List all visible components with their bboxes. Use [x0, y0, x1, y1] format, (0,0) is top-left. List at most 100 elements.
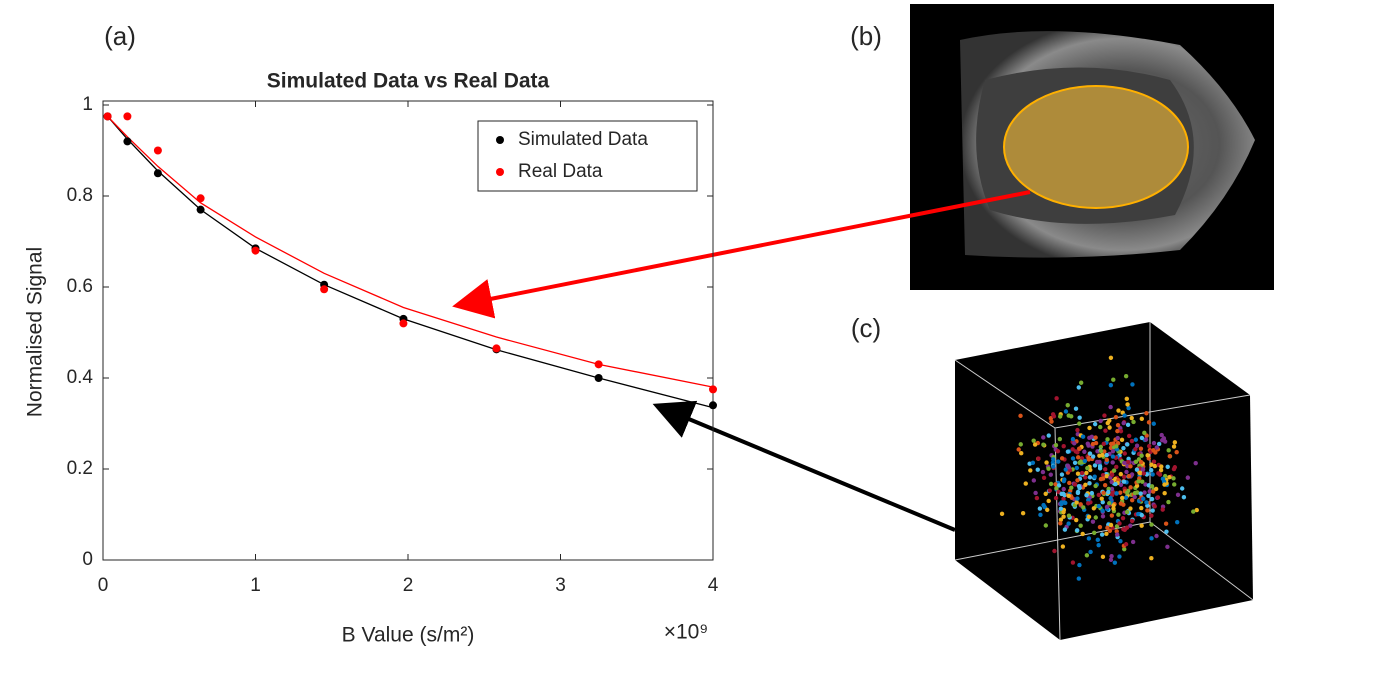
cube-dot [1100, 508, 1105, 513]
cube-dot [1140, 479, 1145, 484]
x-exponent-label: ×10⁹ [664, 621, 709, 644]
cube-dot [1133, 446, 1138, 452]
cube-dot [1100, 514, 1106, 519]
cube-dot [1125, 442, 1130, 447]
cube-dot [1075, 427, 1080, 433]
panel-label: (c) [851, 313, 881, 343]
cube-dot [1061, 486, 1066, 492]
cube-dot [1074, 517, 1079, 523]
cube-dot [1131, 419, 1136, 425]
cube-dot [1158, 468, 1164, 473]
cube-dot [1047, 488, 1052, 493]
cube-dot [1053, 482, 1058, 487]
cube-dot [1139, 435, 1145, 441]
cube-dot [1046, 498, 1051, 504]
cube-dot [1016, 447, 1021, 452]
cube-dot [1117, 554, 1122, 559]
cube-dot [1159, 464, 1164, 469]
cube-dot [1129, 415, 1134, 421]
cube-dot [1032, 442, 1038, 447]
cube-dot [1075, 471, 1081, 476]
cube-dot [1108, 522, 1114, 528]
cube-dot [1145, 453, 1150, 458]
cube-dot [1066, 465, 1072, 470]
cube-dot [1107, 528, 1113, 533]
cube-dot [1124, 509, 1130, 515]
cube-dot [1019, 451, 1024, 456]
cube-dot [1056, 459, 1061, 464]
cube-dot [1110, 454, 1116, 459]
x-tick-label: 0 [98, 575, 109, 596]
cube-dot [1088, 549, 1093, 555]
cube-dot [1093, 440, 1099, 446]
cube-dot [1151, 489, 1156, 494]
arrow [652, 400, 956, 532]
cube-dot [1090, 454, 1096, 459]
cube-dot [1167, 454, 1173, 459]
cube-dot [1124, 525, 1130, 530]
cube-dot [1040, 469, 1046, 475]
cube-dot [1083, 482, 1088, 488]
y-tick-label: 0 [82, 549, 93, 570]
cube-dot [1041, 435, 1046, 440]
y-tick-label: 0.2 [67, 458, 93, 479]
cube-dot [1118, 538, 1123, 544]
cube-dot [1100, 554, 1106, 560]
cube-dot [1110, 460, 1115, 465]
cube-dot [1087, 425, 1092, 431]
cube-dot [1123, 373, 1129, 379]
chart-title: Simulated Data vs Real Data [267, 70, 550, 93]
cube-dot [1018, 413, 1023, 419]
cube-dot [1108, 404, 1113, 410]
cube-dot [1100, 476, 1106, 481]
cube-dot [1150, 472, 1155, 477]
cube-dot [1070, 560, 1076, 565]
cube-dot [1055, 448, 1061, 454]
cube-dot [1096, 492, 1101, 498]
cube-dot [1110, 449, 1116, 454]
cube-dot [1087, 481, 1092, 486]
cube-dot [1077, 415, 1082, 420]
cube-dot [1128, 506, 1133, 511]
cube-dot [1107, 501, 1112, 506]
cube-dot [1111, 503, 1116, 508]
y-tick-label: 0.4 [67, 367, 94, 388]
cube-dot [1109, 513, 1115, 518]
cube-dot [1080, 531, 1085, 537]
cube-dot [1043, 491, 1048, 496]
cube-dot [1128, 485, 1133, 490]
cube-dot [1034, 495, 1040, 501]
cube-dot [1078, 380, 1084, 385]
cube-dot [1104, 531, 1109, 537]
cube-dot [1160, 476, 1166, 482]
cube-dot [1125, 422, 1131, 428]
cube-dot [1086, 536, 1092, 541]
cube-dot [1076, 385, 1081, 390]
data-point [320, 285, 329, 294]
panel-label: (b) [850, 21, 882, 51]
cube-dot [1114, 532, 1120, 537]
cube-dot [1114, 529, 1119, 534]
cube-dot [1175, 492, 1181, 498]
cube-dot [1149, 513, 1154, 518]
cube-dot [1132, 490, 1138, 496]
cube-dot [1149, 522, 1154, 527]
cube-dot [1097, 459, 1102, 465]
cube-dot [1084, 492, 1089, 498]
cube-dot [1126, 433, 1132, 439]
arrow [452, 190, 1031, 319]
cube-dot [1076, 446, 1082, 451]
cube-dot [1128, 464, 1133, 469]
cube-dot [1076, 483, 1082, 489]
cube-dot [1069, 485, 1074, 490]
cube-dot [1018, 442, 1023, 447]
cube-dot [1151, 421, 1156, 426]
cube-dot [1031, 438, 1036, 443]
cube-dot [1020, 510, 1026, 516]
cube-dot [1119, 437, 1125, 443]
cube-dot [1117, 521, 1122, 526]
cube-dot [1066, 493, 1071, 499]
cube-dot [1113, 481, 1118, 487]
cube-dot [1056, 483, 1062, 488]
cube-dot [1124, 396, 1130, 402]
